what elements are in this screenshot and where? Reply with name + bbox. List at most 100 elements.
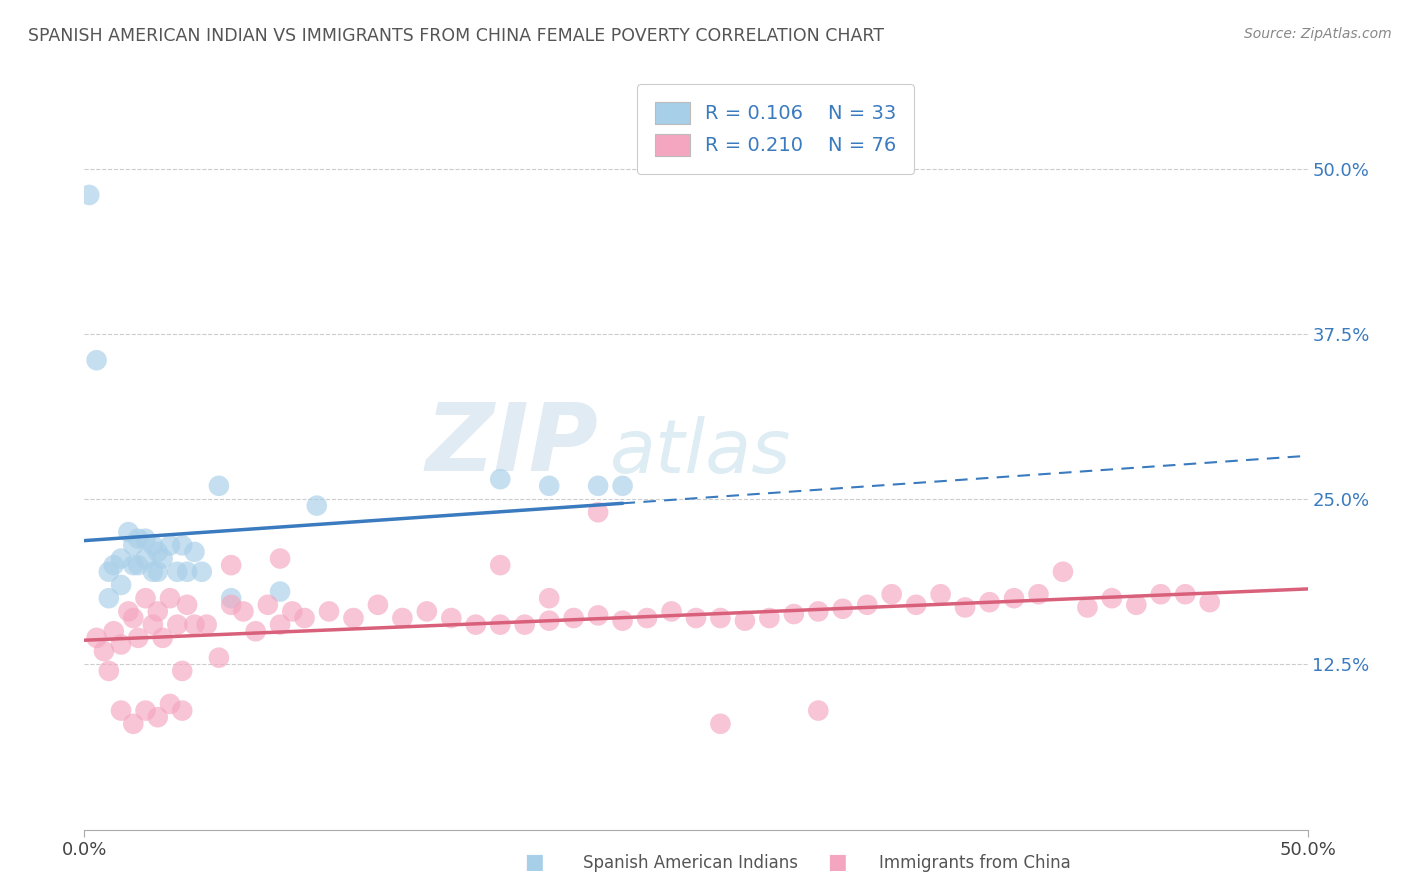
Point xyxy=(661,604,683,618)
Point xyxy=(135,532,157,546)
Point xyxy=(110,704,132,718)
Point xyxy=(135,591,157,606)
Point xyxy=(110,551,132,566)
Point xyxy=(416,604,439,618)
Point xyxy=(318,604,340,618)
Point xyxy=(1198,595,1220,609)
Point xyxy=(93,644,115,658)
Point xyxy=(103,624,125,639)
Point xyxy=(586,479,609,493)
Point xyxy=(758,611,780,625)
Point xyxy=(709,716,731,731)
Point xyxy=(636,611,658,625)
Point xyxy=(391,611,413,625)
Point xyxy=(513,617,536,632)
Point xyxy=(232,604,254,618)
Point xyxy=(586,505,609,519)
Point xyxy=(208,650,231,665)
Point xyxy=(734,614,756,628)
Point xyxy=(1101,591,1123,606)
Point xyxy=(191,565,214,579)
Point xyxy=(142,617,165,632)
Point xyxy=(166,565,188,579)
Point xyxy=(122,716,145,731)
Point xyxy=(245,624,267,639)
Point xyxy=(159,538,181,552)
Point xyxy=(953,600,976,615)
Point xyxy=(97,664,120,678)
Point xyxy=(1125,598,1147,612)
Point xyxy=(172,704,194,718)
Point xyxy=(1150,587,1173,601)
Point xyxy=(367,598,389,612)
Point xyxy=(342,611,364,625)
Point xyxy=(86,353,108,368)
Point xyxy=(269,584,291,599)
Point xyxy=(159,591,181,606)
Point xyxy=(146,565,169,579)
Point xyxy=(1174,587,1197,601)
Point xyxy=(86,631,108,645)
Point xyxy=(489,558,512,573)
Point xyxy=(807,604,830,618)
Point xyxy=(208,479,231,493)
Text: Source: ZipAtlas.com: Source: ZipAtlas.com xyxy=(1244,27,1392,41)
Point xyxy=(783,607,806,621)
Point xyxy=(195,617,218,632)
Point xyxy=(172,664,194,678)
Point xyxy=(127,558,149,573)
Point xyxy=(612,614,634,628)
Point xyxy=(110,578,132,592)
Point xyxy=(117,525,139,540)
Point xyxy=(122,538,145,552)
Point xyxy=(127,631,149,645)
Point xyxy=(269,551,291,566)
Point xyxy=(979,595,1001,609)
Point xyxy=(489,617,512,632)
Point xyxy=(856,598,879,612)
Text: Immigrants from China: Immigrants from China xyxy=(879,855,1070,872)
Point xyxy=(269,617,291,632)
Point xyxy=(807,704,830,718)
Text: Spanish American Indians: Spanish American Indians xyxy=(583,855,799,872)
Point xyxy=(586,608,609,623)
Point xyxy=(685,611,707,625)
Point xyxy=(831,601,853,615)
Point xyxy=(281,604,304,618)
Text: ■: ■ xyxy=(524,853,544,872)
Point xyxy=(152,631,174,645)
Point xyxy=(110,637,132,651)
Point xyxy=(440,611,463,625)
Legend: R = 0.106    N = 33, R = 0.210    N = 76: R = 0.106 N = 33, R = 0.210 N = 76 xyxy=(637,84,914,174)
Point xyxy=(880,587,903,601)
Point xyxy=(146,545,169,559)
Point xyxy=(219,598,242,612)
Point xyxy=(103,558,125,573)
Point xyxy=(1028,587,1050,601)
Point xyxy=(1052,565,1074,579)
Text: ZIP: ZIP xyxy=(425,399,598,491)
Point xyxy=(142,538,165,552)
Text: SPANISH AMERICAN INDIAN VS IMMIGRANTS FROM CHINA FEMALE POVERTY CORRELATION CHAR: SPANISH AMERICAN INDIAN VS IMMIGRANTS FR… xyxy=(28,27,884,45)
Point xyxy=(122,558,145,573)
Point xyxy=(219,558,242,573)
Point xyxy=(464,617,486,632)
Point xyxy=(183,545,205,559)
Point xyxy=(929,587,952,601)
Point xyxy=(152,551,174,566)
Point xyxy=(219,591,242,606)
Point xyxy=(294,611,316,625)
Point xyxy=(305,499,328,513)
Point xyxy=(142,565,165,579)
Point xyxy=(97,565,120,579)
Point xyxy=(709,611,731,625)
Point xyxy=(97,591,120,606)
Point xyxy=(183,617,205,632)
Point xyxy=(538,479,561,493)
Point xyxy=(257,598,280,612)
Point xyxy=(166,617,188,632)
Point xyxy=(122,611,145,625)
Text: ■: ■ xyxy=(827,853,846,872)
Point xyxy=(562,611,585,625)
Point xyxy=(117,604,139,618)
